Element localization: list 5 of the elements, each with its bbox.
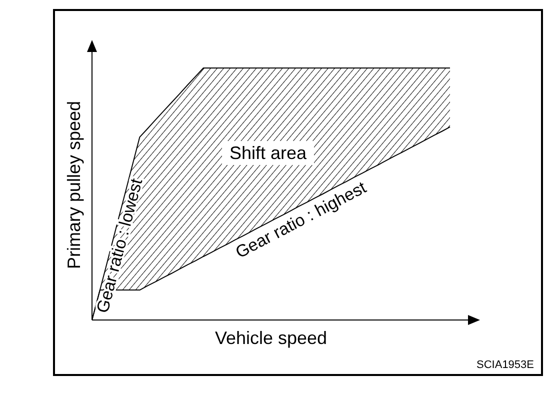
y-axis-title: Primary pulley speed xyxy=(64,100,84,270)
x-axis-title: Vehicle speed xyxy=(214,328,328,348)
text: Gear ratio : lowest xyxy=(93,176,146,315)
text: SCIA1953E xyxy=(476,359,534,371)
annotation: Shift area xyxy=(229,143,308,163)
